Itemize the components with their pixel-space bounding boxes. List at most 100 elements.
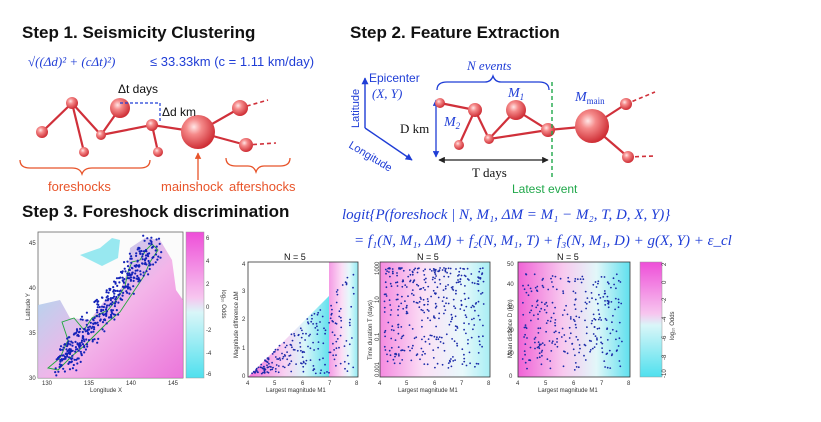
epicenter-label: Epicenter [369, 71, 420, 85]
mainshock-event [181, 115, 215, 149]
scatter-dot [148, 261, 151, 265]
scatter-dot [554, 324, 557, 327]
scatter-dot [387, 321, 390, 324]
scatter-dot [389, 354, 392, 357]
scatter-dot [556, 337, 558, 340]
scatter-dot [99, 318, 102, 321]
scatter-dot [423, 278, 426, 281]
scatter-dot [416, 271, 419, 274]
scatter-dot [523, 326, 526, 329]
scatter-dot [113, 305, 116, 308]
scatter-dot [432, 349, 435, 351]
scatter-dot [114, 297, 117, 300]
scatter-dot [556, 341, 558, 343]
scatter-dot [348, 321, 351, 324]
scatter-dot [149, 239, 152, 242]
panel-ylabel: Time duration T (days) [368, 300, 374, 360]
scatter-dot [443, 275, 445, 278]
scatter-dot [567, 276, 570, 279]
map-ytick: 30 [29, 376, 36, 382]
scatter-dot [412, 294, 415, 296]
scatter-dot [577, 366, 580, 369]
scatter-dot [319, 372, 322, 374]
scatter-dot [604, 366, 606, 368]
feature-event [435, 98, 445, 108]
scatter-dot [85, 338, 88, 341]
scatter-dot [79, 327, 82, 330]
scatter-dot [127, 283, 130, 286]
scatter-dot [105, 291, 108, 294]
scatter-dot [56, 357, 60, 360]
scatter-dot [254, 371, 257, 373]
panel-ytick: 40 [507, 282, 514, 288]
scatter-dot [85, 343, 89, 346]
scatter-dot [540, 363, 543, 366]
scatter-dot [424, 352, 426, 355]
scatter-dot [271, 368, 274, 371]
scatter-dot [89, 321, 92, 324]
scatter-dot [524, 361, 527, 364]
scatter-dot [148, 242, 151, 245]
scatter-dot [127, 268, 131, 271]
scatter-dot [619, 281, 622, 283]
scatter-dot [549, 367, 552, 370]
scatter-dot [388, 299, 391, 301]
scatter-dot [536, 357, 539, 359]
scatter-dot [545, 330, 547, 333]
scatter-dot [130, 257, 133, 260]
scatter-dot [440, 336, 443, 339]
feature-event [468, 103, 482, 117]
scatter-dot [583, 354, 585, 357]
scatter-dot [443, 305, 446, 308]
scatter-dot [545, 311, 548, 314]
scatter-dot [385, 272, 387, 275]
scatter-dot [429, 268, 431, 271]
d-km-label: D km [400, 121, 429, 136]
scatter-dot [107, 291, 110, 294]
panel-xtick: 5 [273, 381, 277, 387]
scatter-dot [335, 291, 338, 293]
scatter-dot [312, 365, 315, 367]
colorbar-label: log₁₀ Odds [670, 311, 676, 340]
scatter-dot [104, 299, 107, 302]
map-colorbar-tick: -4 [206, 351, 212, 357]
scatter-dot [383, 300, 386, 303]
scatter-dot [618, 321, 621, 324]
scatter-dot [63, 370, 66, 373]
panel3-event-dots [521, 273, 623, 371]
scatter-dot [420, 347, 423, 350]
scatter-dot [154, 261, 157, 264]
scatter-dot [614, 308, 616, 311]
scatter-dot [97, 300, 100, 303]
scatter-dot [447, 284, 449, 286]
scatter-dot [80, 341, 83, 344]
scatter-dot [68, 361, 71, 364]
scatter-dot [96, 341, 99, 344]
map-epicenter-dots [54, 234, 163, 377]
aftershock-event [239, 138, 253, 152]
scatter-dot [390, 309, 393, 311]
scatter-dot [572, 318, 575, 321]
scatter-dot [142, 250, 145, 253]
scatter-dot [260, 372, 263, 375]
scatter-dot [290, 370, 293, 373]
scatter-dot [465, 305, 468, 308]
scatter-dot [394, 353, 396, 355]
step3-title: Step 3. Foreshock discrimination [22, 202, 289, 221]
scatter-dot [396, 274, 398, 277]
scatter-dot [539, 327, 542, 330]
scatter-dot [417, 284, 420, 287]
scatter-dot [100, 310, 103, 313]
scatter-dot [108, 316, 111, 319]
scatter-dot [460, 299, 463, 302]
scatter-dot [574, 354, 576, 357]
scatter-dot [317, 347, 320, 350]
scatter-dot [339, 362, 342, 365]
scatter-dot [81, 335, 84, 338]
scatter-dot [61, 348, 64, 351]
scatter-dot [77, 357, 80, 360]
scatter-dot [129, 276, 133, 279]
scatter-dot [263, 367, 266, 370]
scatter-dot [77, 331, 81, 334]
scatter-dot [434, 270, 437, 272]
